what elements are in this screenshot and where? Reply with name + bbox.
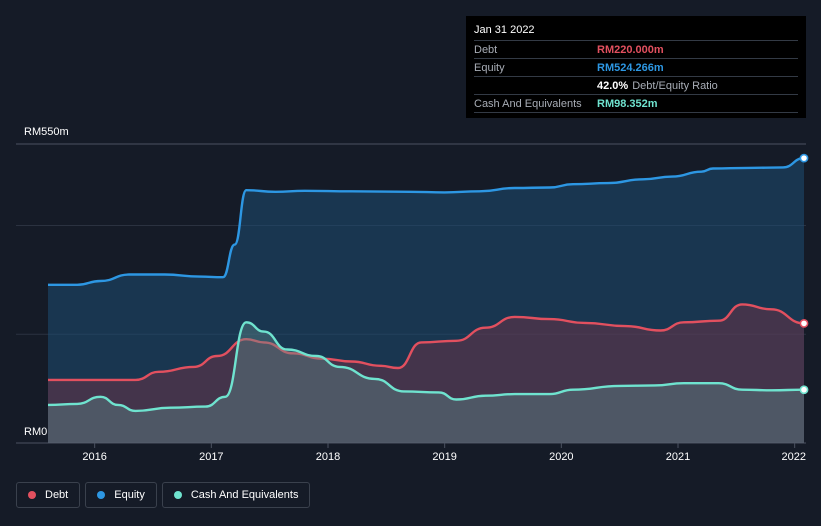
legend-debt-label: Debt <box>45 489 69 501</box>
legend-item-debt[interactable]: Debt <box>16 482 81 508</box>
x-tick-label: 2018 <box>316 451 340 463</box>
chart-legend: Debt Equity Cash And Equivalents <box>16 482 311 508</box>
x-tick-label: 2019 <box>432 451 456 463</box>
tooltip-cash-value: RM98.352m <box>597 97 658 110</box>
data-tooltip: Jan 31 2022 Debt RM220.000m Equity RM524… <box>466 16 806 118</box>
debt-area-fill <box>48 304 804 443</box>
tooltip-row-ratio: 42.0% Debt/Equity Ratio <box>474 76 798 94</box>
cash-dot-icon <box>173 491 182 499</box>
tooltip-cash-label: Cash And Equivalents <box>474 97 582 110</box>
tooltip-row-equity: Equity RM524.266m <box>474 58 798 76</box>
tooltip-row-debt: Debt RM220.000m <box>474 40 798 58</box>
x-tick-label: 2020 <box>549 451 573 463</box>
x-axis-ticks: 2016 2017 2018 2019 2020 2021 2022 <box>82 443 806 463</box>
cash-line <box>47 321 805 413</box>
x-tick-label: 2016 <box>82 451 106 463</box>
tooltip-debt-label: Debt <box>474 43 498 56</box>
tooltip-debt-value: RM220.000m <box>597 43 664 56</box>
debt-line <box>47 303 805 382</box>
x-tick-label: 2017 <box>199 451 223 463</box>
tooltip-ratio-value: 42.0% <box>597 79 629 92</box>
tooltip-date: Jan 31 2022 <box>474 24 535 36</box>
legend-cash-label: Cash And Equivalents <box>190 489 299 501</box>
equity-dot-icon <box>97 491 106 499</box>
y-axis-top-label: RM550m <box>24 126 69 138</box>
cash-end-marker <box>799 385 809 395</box>
legend-item-equity[interactable]: Equity <box>85 482 157 508</box>
legend-item-cash[interactable]: Cash And Equivalents <box>161 482 311 508</box>
tooltip-equity-label: Equity <box>474 61 505 74</box>
y-axis-bottom-label: RM0 <box>24 426 47 438</box>
equity-end-marker <box>799 153 809 163</box>
tooltip-row-cash: Cash And Equivalents RM98.352m <box>474 94 798 113</box>
tooltip-ratio-label: Debt/Equity Ratio <box>632 79 718 92</box>
end-markers <box>799 153 809 395</box>
cash-area <box>47 321 805 443</box>
tooltip-equity-value: RM524.266m <box>597 61 664 74</box>
equity-line <box>47 156 805 287</box>
equity-area-fill <box>48 158 804 443</box>
x-tick-label: 2021 <box>666 451 690 463</box>
x-tick-label: 2022 <box>782 451 806 463</box>
legend-equity-label: Equity <box>114 489 145 501</box>
debt-area <box>47 303 805 443</box>
debt-end-marker <box>799 318 809 328</box>
equity-area <box>47 156 805 443</box>
debt-dot-icon <box>28 491 36 499</box>
